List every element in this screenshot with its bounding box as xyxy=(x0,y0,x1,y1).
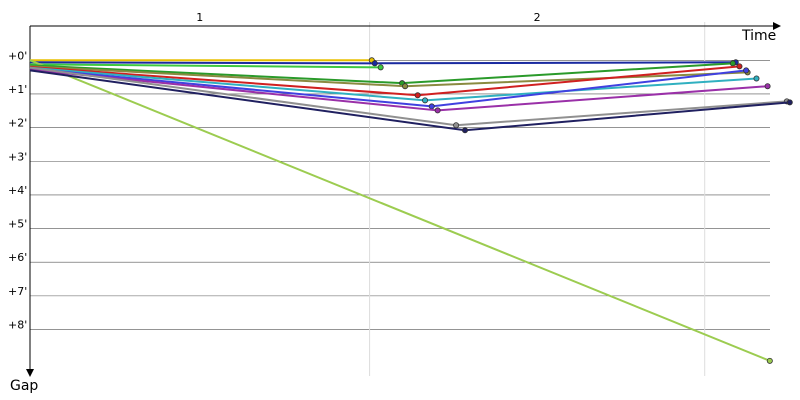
x-axis-label: Time xyxy=(741,28,776,44)
lap-label: 1 xyxy=(196,11,203,24)
series-line xyxy=(29,63,381,69)
y-tick-label: +2' xyxy=(8,117,27,130)
series-line xyxy=(29,61,736,65)
y-tick-label: +5' xyxy=(8,218,27,231)
y-tick-label: +8' xyxy=(8,319,27,332)
lap-point xyxy=(736,63,743,70)
y-tick-label: +4' xyxy=(8,184,27,197)
lap-point xyxy=(729,60,736,67)
lap-point xyxy=(428,103,435,110)
lap-point xyxy=(786,99,793,106)
y-axis-label: Gap xyxy=(10,378,38,394)
series-line xyxy=(29,59,771,362)
lap-point xyxy=(402,83,409,90)
y-tick-label: +3' xyxy=(8,150,27,163)
lap-point xyxy=(371,60,378,67)
y-tick-label: +7' xyxy=(8,285,27,298)
y-tick-label: +1' xyxy=(8,83,27,96)
lap-point xyxy=(764,83,771,90)
lap-point xyxy=(422,97,429,104)
lap-point xyxy=(753,75,760,82)
lap-label: 2 xyxy=(534,11,541,24)
lap-point xyxy=(766,357,773,364)
lap-point xyxy=(414,92,421,99)
lap-point xyxy=(434,107,441,114)
lap-point xyxy=(743,67,750,74)
lap-point xyxy=(453,122,460,129)
y-tick-label: +0' xyxy=(8,49,27,62)
lap-point xyxy=(377,64,384,71)
lap-point xyxy=(462,127,469,134)
y-tick-label: +6' xyxy=(8,251,27,264)
